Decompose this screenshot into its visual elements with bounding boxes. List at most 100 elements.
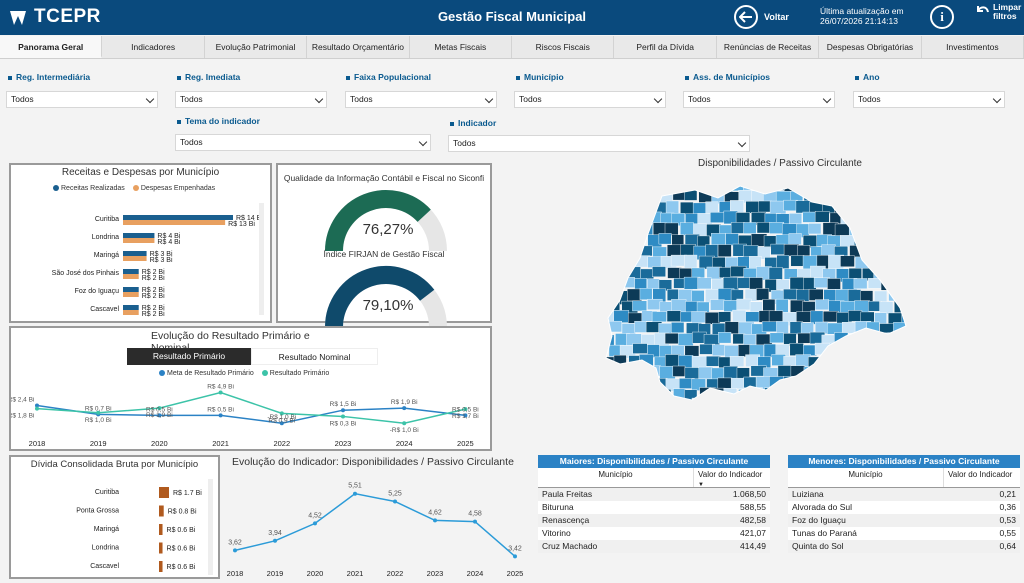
back-button[interactable]: Voltar [734, 5, 789, 29]
municipality-shape [606, 378, 617, 393]
municipality-shape [873, 186, 889, 193]
cell-valor: 0,64 [999, 541, 1016, 551]
col-municipio[interactable]: Município [598, 470, 633, 479]
resultado-nominal-toggle[interactable]: Resultado Nominal [251, 348, 378, 365]
municipality-shape [822, 311, 839, 323]
filter-tema-indicador[interactable]: Todos [175, 134, 431, 151]
menores-row[interactable]: Alvorada do Sul 0,36 [788, 501, 1020, 514]
municipality-shape [900, 267, 906, 281]
municipality-shape [867, 210, 881, 222]
chevron-down-icon [822, 94, 832, 104]
bar-despesa [123, 274, 139, 279]
clear-filters-button[interactable]: Limpar filtros [975, 3, 1021, 21]
tab-riscos-fiscais[interactable]: Riscos Fiscais [512, 36, 615, 58]
tab-resultado-orcamentario[interactable]: Resultado Orçamentário [307, 36, 410, 58]
filter-faixa-populacional[interactable]: Todos [345, 91, 497, 108]
menores-row[interactable]: Foz do Iguaçu 0,53 [788, 514, 1020, 527]
divida-bar-label: R$ 0.6 Bi [167, 546, 196, 553]
info-button[interactable]: i [930, 5, 954, 29]
cell-municipio: Cruz Machado [542, 541, 598, 551]
municipality-shape [684, 389, 698, 400]
menores-row[interactable]: Luiziana 0,21 [788, 488, 1020, 501]
municipality-shape [627, 224, 644, 239]
municipality-shape [893, 389, 906, 400]
resultado-legend: Meta de Resultado Primário Resultado Pri… [159, 370, 329, 377]
cell-municipio: Paula Freitas [542, 489, 593, 499]
bar-despesa [123, 256, 147, 261]
legend-primario: Resultado Primário [261, 370, 329, 377]
municipality-shape [731, 401, 747, 413]
municipality-shape [814, 190, 829, 201]
municipality-shape [652, 398, 668, 400]
filter-reg-imediata[interactable]: Todos [175, 91, 327, 108]
municipality-shape [641, 202, 656, 213]
municipality-shape [860, 376, 876, 390]
chevron-down-icon [992, 94, 1002, 104]
divida-scrollbar[interactable] [208, 479, 213, 575]
municipality-shape [737, 277, 751, 289]
maiores-row[interactable]: Paula Freitas 1.068,50 [538, 488, 770, 501]
municipality-shape [835, 289, 849, 302]
menores-row[interactable]: Tunas do Paraná 0,55 [788, 527, 1020, 540]
filter-value: Todos [858, 94, 881, 104]
maiores-row[interactable]: Vitorino 421,07 [538, 527, 770, 540]
municipality-shape [705, 355, 721, 367]
tab-despesas-obrigatorias[interactable]: Despesas Obrigatórias [819, 36, 922, 58]
municipality-shape [606, 278, 620, 290]
tab-evolucao-patrimonial[interactable]: Evolução Patrimonial [205, 36, 308, 58]
municipality-shape [645, 190, 660, 201]
primario-label: R$ 0,3 Bi [330, 420, 357, 427]
maiores-row[interactable]: Renascença 482,58 [538, 514, 770, 527]
filter-municipio[interactable]: Todos [514, 91, 666, 108]
municipality-shape [691, 397, 706, 400]
municipality-shape [626, 201, 643, 216]
resultado-chart: R$ 2,4 Bi R$ 0,7 Bi R$ 0,5 Bi R$ 0,5 Bi -R$ … [11, 384, 479, 448]
municipality-shape [770, 400, 783, 410]
primario-line [36, 391, 466, 424]
maiores-row[interactable]: Bituruna 588,55 [538, 501, 770, 514]
tab-panorama-geral[interactable]: Panorama Geral [0, 36, 103, 58]
tab-investimentos[interactable]: Investimentos [922, 36, 1024, 58]
filter-indicador[interactable]: Todos [448, 135, 750, 152]
tab-metas-fiscais[interactable]: Metas Fiscais [410, 36, 513, 58]
cell-valor: 0,36 [999, 502, 1016, 512]
filter-ano[interactable]: Todos [853, 91, 1005, 108]
resultado-primario-toggle[interactable]: Resultado Primário [127, 348, 251, 365]
filter-reg-intermediaria[interactable]: Todos [6, 91, 158, 108]
col-valor-label: Valor do Indicador [698, 470, 763, 479]
maiores-row[interactable]: Cruz Machado 414,49 [538, 540, 770, 553]
divida-bar-label: R$ 0.8 Bi [168, 509, 197, 516]
municipality-shape [823, 400, 838, 411]
municipality-shape [684, 345, 700, 357]
bar-receita-label: R$ 2 Bi [142, 269, 165, 276]
col-valor[interactable]: Valor do Indicador [943, 468, 1020, 487]
cell-municipio: Renascença [542, 515, 590, 525]
municipality-shape [632, 234, 646, 247]
tab-perfil-divida[interactable]: Perfil da Dívida [614, 36, 717, 58]
municipality-shape [790, 255, 805, 267]
municipality-shape [652, 246, 667, 258]
filter-label-indicador: Indicador [450, 118, 496, 128]
receitas-scrollbar[interactable] [259, 203, 264, 315]
col-valor[interactable]: Valor do Indicador ▼ [693, 468, 770, 488]
primario-line-point [279, 411, 284, 416]
municipality-shape [906, 277, 910, 289]
municipality-shape [789, 321, 804, 335]
col-municipio[interactable]: Município [848, 470, 883, 479]
municipality-shape [873, 201, 887, 215]
municipality-shape [698, 366, 714, 380]
bar-category-label: Foz do Iguaçu [75, 288, 119, 295]
legend-despesas-label: Despesas Empenhadas [140, 185, 216, 192]
municipality-shape [853, 344, 867, 355]
tab-renuncias-receitas[interactable]: Renúncias de Receitas [717, 36, 820, 58]
municipality-shape [900, 199, 906, 211]
municipality-shape [706, 401, 721, 415]
municipality-shape [788, 233, 802, 245]
filter-ass-municipios[interactable]: Todos [683, 91, 835, 108]
municipality-shape [684, 254, 698, 269]
menores-row[interactable]: Quinta do Sol 0,64 [788, 540, 1020, 553]
parana-map[interactable] [600, 168, 910, 418]
municipality-shape [880, 388, 897, 400]
tab-indicadores[interactable]: Indicadores [102, 36, 205, 58]
x-tick-label: 2025 [457, 439, 474, 448]
